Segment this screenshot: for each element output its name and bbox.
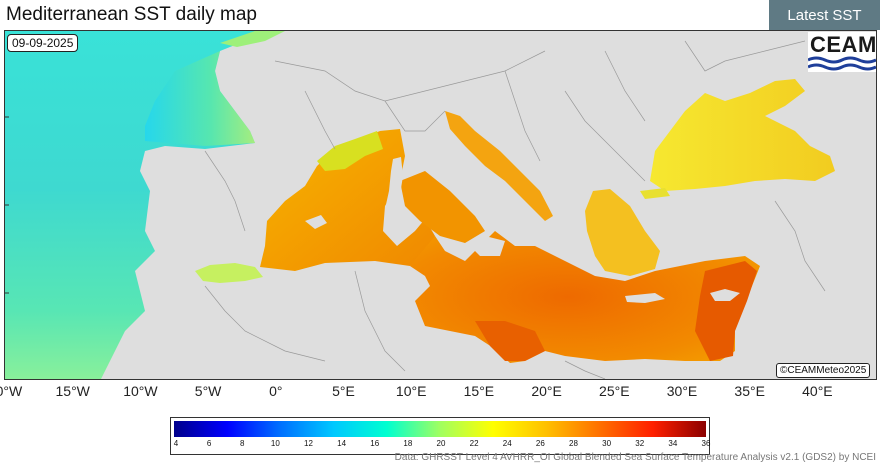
- colorbar-tick-label: 6: [206, 439, 212, 448]
- sst-map-canvas: [5, 31, 876, 379]
- longitude-label: 15°W: [55, 383, 90, 399]
- bay-of-biscay: [145, 51, 255, 146]
- page-title: Mediterranean SST daily map: [6, 4, 257, 25]
- logo-text: CEAM: [810, 32, 877, 57]
- longitude-label: 35°E: [734, 383, 765, 399]
- colorbar-tick-label: 12: [304, 439, 313, 448]
- sea-of-marmara: [640, 188, 670, 199]
- colorbar-tick-label: 18: [403, 439, 413, 448]
- corsica-sardinia: [385, 157, 403, 229]
- gulf-of-sidra: [475, 321, 545, 361]
- longitude-label: 10°W: [123, 383, 158, 399]
- ligurian-sea: [317, 131, 383, 171]
- data-source: Data: GHRSST Level 4 AVHRR_OI Global Ble…: [394, 452, 876, 463]
- aegean-sea: [585, 189, 660, 276]
- colorbar-tick-label: 24: [502, 439, 512, 448]
- sst-map: [4, 30, 877, 380]
- latitude-ticks: [5, 116, 9, 294]
- black-sea: [650, 79, 835, 191]
- colorbar-tick-label: 22: [469, 439, 479, 448]
- longitude-label: 40°E: [802, 383, 833, 399]
- colorbar-tick-label: 34: [668, 439, 678, 448]
- colorbar-tick-label: 28: [569, 439, 578, 448]
- colorbar-tick-label: 32: [635, 439, 645, 448]
- longitude-label: 5°W: [194, 383, 222, 399]
- colorbar-tick-label: 4: [173, 439, 179, 448]
- colorbar-tick-label: 30: [602, 439, 612, 448]
- western-mediterranean: [260, 129, 435, 271]
- colorbar-tick-label: 10: [270, 439, 280, 448]
- alboran-sea: [195, 263, 263, 283]
- colorbar-tick-label: 8: [240, 439, 245, 448]
- colorbar-tick-label: 14: [337, 439, 347, 448]
- english-channel: [220, 31, 285, 47]
- longitude-label: 20°E: [531, 383, 562, 399]
- copyright-credit: ©CEAMMeteo2025: [776, 363, 871, 378]
- levantine-sea: [695, 261, 757, 361]
- cyprus: [710, 289, 740, 301]
- waves-icon: [808, 56, 876, 71]
- country-borders: [204, 40, 826, 379]
- balearic-islands: [305, 215, 327, 229]
- longitude-label: 0°: [269, 383, 283, 399]
- tyrrhenian-sea: [400, 171, 485, 243]
- longitude-label: 20°W: [0, 383, 23, 399]
- crete: [625, 293, 665, 303]
- longitude-label: 5°E: [332, 383, 355, 399]
- longitude-label: 30°E: [666, 383, 698, 399]
- colorbar-tick-label: 16: [370, 439, 380, 448]
- sicily: [467, 236, 505, 256]
- colorbar-tick-label: 20: [436, 439, 446, 448]
- latest-sst-button[interactable]: Latest SST: [769, 0, 880, 30]
- colorbar-tick-label: 36: [701, 439, 711, 448]
- date-badge: 09-09-2025: [7, 34, 79, 52]
- colorbar-tick-label: 26: [535, 439, 545, 448]
- longitude-label: 10°E: [395, 383, 427, 399]
- adriatic-sea: [445, 111, 553, 221]
- colorbar-strip: [174, 421, 706, 437]
- longitude-label: 15°E: [463, 383, 495, 399]
- colorbar: 4 6 8 10 12 14 16 18 20 22 24 26 28 30 32 34 36: [170, 417, 710, 455]
- ceam-logo: CEAM: [808, 32, 876, 72]
- longitude-label: 25°E: [599, 383, 630, 399]
